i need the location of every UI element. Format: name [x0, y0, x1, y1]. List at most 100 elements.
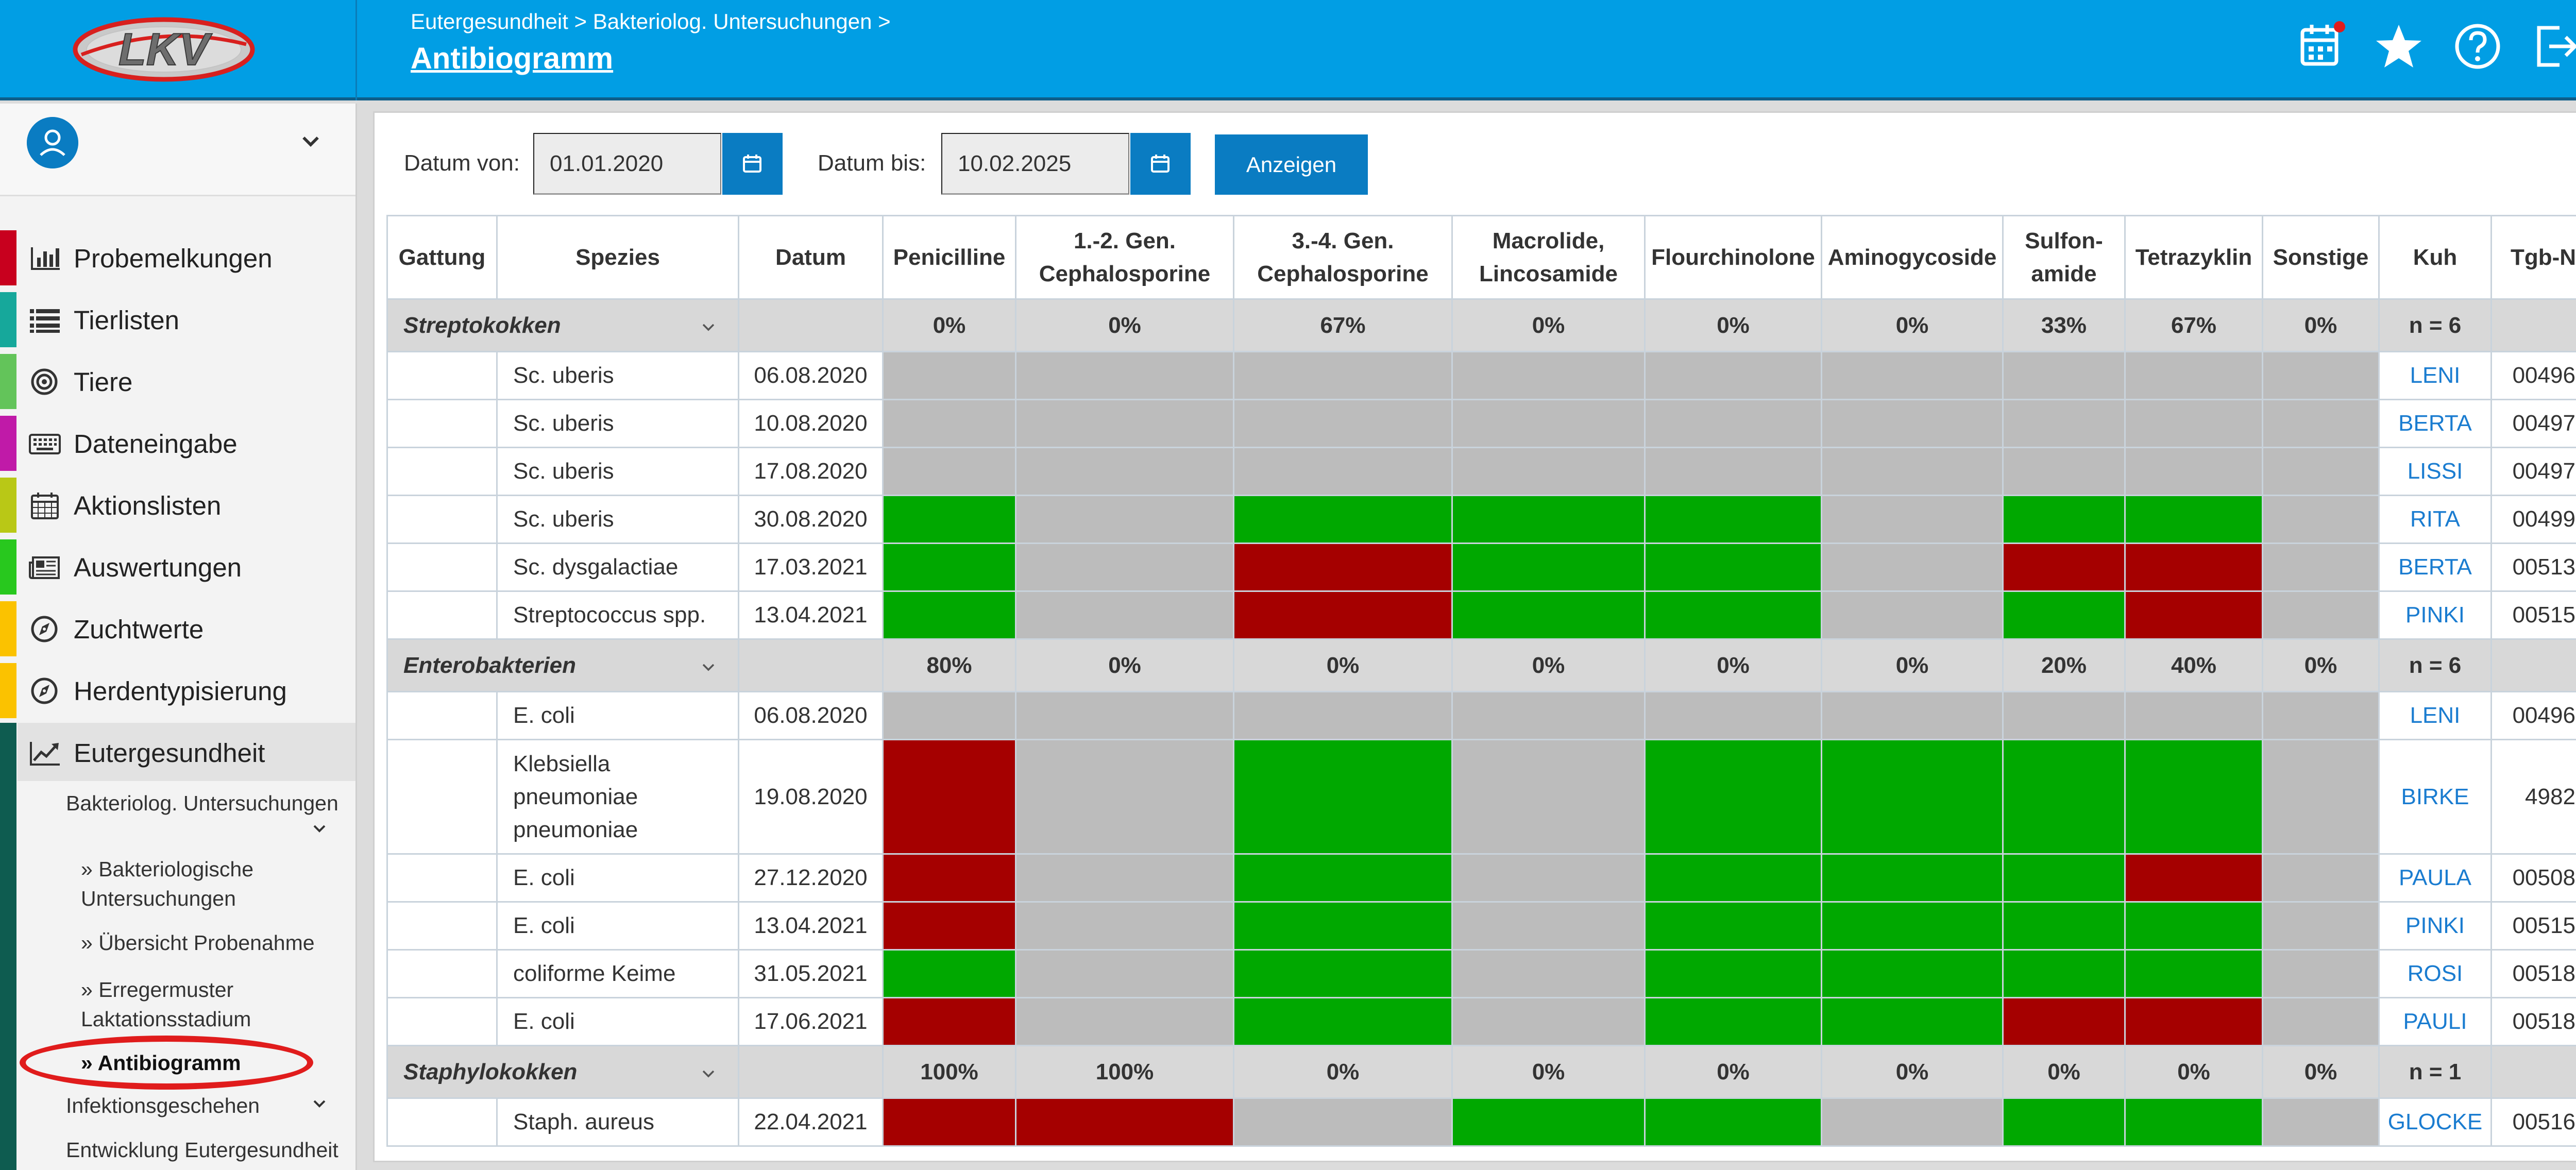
cow-link[interactable]: BIRKE: [2378, 739, 2492, 855]
sidebar-subgroup-bakteriolog[interactable]: Bakteriolog. Untersuchungen: [66, 791, 338, 815]
table-row[interactable]: E. coli 13.04.2021 PINKI005155: [386, 901, 2576, 951]
date-from-calendar-button[interactable]: [722, 133, 783, 195]
column-header[interactable]: Spezies: [496, 215, 739, 300]
column-header-line: Macrolide,: [1492, 228, 1605, 253]
star-icon[interactable]: [2373, 21, 2425, 72]
cow-link[interactable]: LENI: [2378, 691, 2492, 740]
cow-link[interactable]: LENI: [2378, 351, 2492, 400]
resistance-percent: 67%: [2124, 298, 2263, 352]
cow-link[interactable]: PINKI: [2378, 901, 2492, 951]
group-date-cell: [738, 638, 884, 692]
chevron-down-icon[interactable]: [700, 1065, 717, 1082]
table-row[interactable]: Sc. uberis 06.08.2020 LENI004966: [386, 351, 2576, 400]
cow-link[interactable]: BERTA: [2378, 399, 2492, 448]
column-header[interactable]: Sonstige: [2262, 215, 2380, 300]
table-row[interactable]: E. coli 17.06.2021 PAULI005189: [386, 997, 2576, 1046]
sidebar-item-tiere[interactable]: Tiere: [0, 351, 355, 412]
table-row[interactable]: E. coli 27.12.2020 PAULA005086: [386, 853, 2576, 903]
table-row[interactable]: Klebsiella pneumoniae pneumoniae 19.08.2020…: [386, 739, 2576, 855]
nav-color-stripe: [0, 354, 16, 409]
date-to-input[interactable]: [941, 133, 1129, 195]
chevron-down-icon[interactable]: [700, 658, 717, 676]
table-row[interactable]: Sc. dysgalactiae 17.03.2021 BERTA005135: [386, 542, 2576, 592]
gattung-cell: [386, 447, 498, 496]
column-header[interactable]: 3.-4. Gen. Cephalosporine: [1233, 215, 1453, 300]
column-header-line: Tgb-Nr.: [2511, 244, 2576, 270]
sidebar-item-tierlisten[interactable]: Tierlisten: [0, 290, 355, 350]
group-name[interactable]: Staphylokokken: [386, 1045, 739, 1099]
species-name: Sc. dysgalactiae: [513, 554, 679, 580]
cow-link[interactable]: PAULA: [2378, 853, 2492, 903]
group-row[interactable]: Staphylokokken 100% 100% 0% 0% 0% 0% 0% 0% 0% n = …: [386, 1045, 2576, 1099]
sidebar-item-zuchtwerte[interactable]: Zuchtwerte: [0, 599, 355, 659]
sidebar-group-infektionsgeschehen[interactable]: Infektionsgeschehen: [66, 1094, 260, 1117]
column-header[interactable]: Tgb-Nr.: [2490, 215, 2576, 300]
column-header[interactable]: Sulfon-amide: [2002, 215, 2126, 300]
page-title[interactable]: Antibiogramm: [411, 42, 614, 75]
species-name: Sc. uberis: [513, 363, 614, 388]
lkv-logo[interactable]: LKV: [71, 13, 257, 86]
table-row[interactable]: Sc. uberis 17.08.2020 LISSI004978: [386, 447, 2576, 496]
cow-link[interactable]: ROSI: [2378, 949, 2492, 998]
logout-icon[interactable]: [2531, 21, 2576, 72]
not-tested-cell: [1015, 949, 1234, 998]
chevron-down-icon[interactable]: [309, 819, 330, 839]
calendar-icon[interactable]: [2295, 21, 2347, 72]
breadcrumb[interactable]: Eutergesundheit > Bakteriolog. Untersuch…: [411, 9, 891, 33]
column-header[interactable]: Aminogycoside: [1821, 215, 2004, 300]
sidebar-subitem-bakteriologische[interactable]: » Bakteriologische Untersuchungen: [81, 857, 253, 911]
help-icon[interactable]: [2452, 21, 2503, 72]
sidebar-item-probemelkungen[interactable]: Probemelkungen: [0, 228, 355, 288]
date-from-input[interactable]: [533, 133, 721, 195]
cow-link[interactable]: PINKI: [2378, 590, 2492, 640]
not-tested-cell: [1233, 399, 1453, 448]
column-header[interactable]: Gattung: [386, 215, 498, 300]
sidebar-subitem-erregermuster[interactable]: » Erregermuster Laktationsstadium: [81, 978, 251, 1031]
table-row[interactable]: Sc. uberis 10.08.2020 BERTA004970: [386, 399, 2576, 448]
sidebar-subitem-uebersicht[interactable]: » Übersicht Probenahme: [81, 931, 315, 955]
table-row[interactable]: Sc. uberis 30.08.2020 RITA004991: [386, 495, 2576, 544]
table-row[interactable]: coliforme Keime 31.05.2021 ROSI005180: [386, 949, 2576, 998]
show-button[interactable]: Anzeigen: [1215, 134, 1368, 195]
table-row[interactable]: Staph. aureus 22.04.2021 GLOCKE005162: [386, 1097, 2576, 1147]
not-tested-cell: [1644, 351, 1822, 400]
user-menu[interactable]: [0, 104, 355, 196]
chevron-down-icon[interactable]: [700, 318, 717, 336]
not-tested-cell: [1644, 447, 1822, 496]
column-header[interactable]: Kuh: [2378, 215, 2492, 300]
sensitive-cell: [1644, 590, 1822, 640]
cow-link[interactable]: PAULI: [2378, 997, 2492, 1046]
sidebar-group-entwicklung[interactable]: Entwicklung Eutergesundheit: [66, 1138, 338, 1162]
group-name[interactable]: Enterobakterien: [386, 638, 739, 692]
group-row[interactable]: Streptokokken 0% 0% 67% 0% 0% 0% 33% 67% 0% n = 6: [386, 298, 2576, 352]
chevron-down-icon[interactable]: [309, 1094, 330, 1114]
sidebar-item-dateneingabe[interactable]: Dateneingabe: [0, 413, 355, 473]
table-row[interactable]: Streptococcus spp. 13.04.2021 PINKI005155: [386, 590, 2576, 640]
user-icon[interactable]: [27, 117, 78, 168]
column-header[interactable]: Flourchinolone: [1644, 215, 1822, 300]
cow-link[interactable]: LISSI: [2378, 447, 2492, 496]
sensitive-cell: [1233, 949, 1453, 998]
group-name[interactable]: Streptokokken: [386, 298, 739, 352]
sidebar-item-label: Dateneingabe: [74, 429, 238, 459]
cow-link[interactable]: BERTA: [2378, 542, 2492, 592]
gattung-cell: [386, 997, 498, 1046]
column-header[interactable]: 1.-2. Gen. Cephalosporine: [1015, 215, 1234, 300]
column-header[interactable]: Macrolide, Lincosamide: [1451, 215, 1646, 300]
date-to-calendar-button[interactable]: [1130, 133, 1191, 195]
column-header[interactable]: Datum: [738, 215, 884, 300]
chevron-down-icon[interactable]: [299, 129, 323, 153]
sidebar-item-aktionslisten[interactable]: Aktionslisten: [0, 475, 355, 535]
not-tested-cell: [1015, 853, 1234, 903]
sidebar-item-eutergesundheit[interactable]: Eutergesundheit: [0, 722, 355, 783]
sensitive-cell: [1644, 1097, 1822, 1147]
cow-link[interactable]: GLOCKE: [2378, 1097, 2492, 1147]
cow-link[interactable]: RITA: [2378, 495, 2492, 544]
sidebar-item-auswertungen[interactable]: Auswertungen: [0, 537, 355, 597]
table-row[interactable]: E. coli 06.08.2020 LENI004966: [386, 691, 2576, 740]
group-row[interactable]: Enterobakterien 80% 0% 0% 0% 0% 0% 20% 40% 0% n = …: [386, 638, 2576, 692]
column-header[interactable]: Penicilline: [882, 215, 1016, 300]
sidebar-item-herdentypisierung[interactable]: Herdentypisierung: [0, 660, 355, 721]
column-header[interactable]: Tetrazyklin: [2124, 215, 2263, 300]
species-name: Streptococcus spp.: [513, 602, 706, 628]
